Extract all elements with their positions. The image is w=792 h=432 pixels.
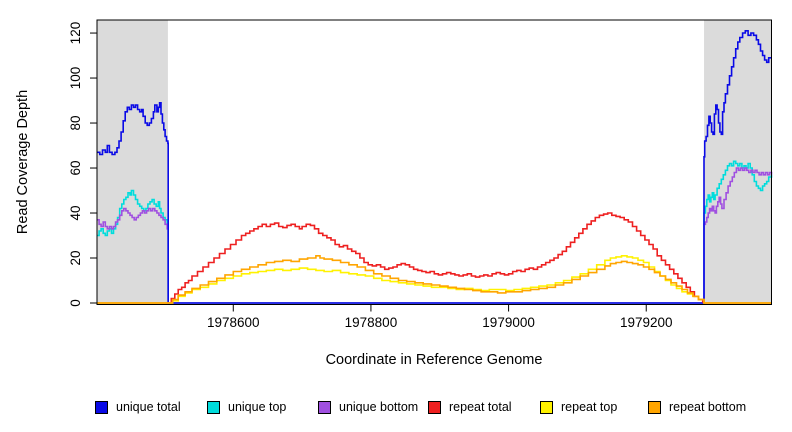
legend-item-unique-top: unique top <box>207 399 286 415</box>
legend-label: unique bottom <box>339 400 419 414</box>
series-lines-layer <box>97 30 773 304</box>
legend-item-repeat-top: repeat top <box>540 399 617 415</box>
series-line-unique-total <box>97 30 772 304</box>
axes-layer: 1978600 1978800 1979000 1979200 0 20 40 60 80 100… <box>68 22 673 330</box>
series-line-repeat-top <box>97 255 772 304</box>
y-axis-title: Read Coverage Depth <box>15 90 31 234</box>
x-tick-label: 1978600 <box>207 315 260 330</box>
legend-swatch-unique-total <box>95 400 108 414</box>
legend-label: repeat top <box>561 400 618 414</box>
legend-swatch-repeat-total <box>428 400 441 414</box>
legend-swatch-repeat-bottom <box>648 400 661 414</box>
x-tick-label: 1979200 <box>620 315 673 330</box>
x-axis-title: Coordinate in Reference Genome <box>326 352 543 368</box>
legend-swatch-repeat-top <box>540 400 553 414</box>
y-tick-label: 0 <box>68 299 83 307</box>
y-tick-label: 80 <box>68 116 83 131</box>
legend-item-repeat-total: repeat total <box>428 399 512 415</box>
legend-swatch-unique-bottom <box>318 400 331 414</box>
shaded-regions-layer <box>97 20 772 304</box>
legend-swatch-unique-top <box>207 400 220 414</box>
legend-item-unique-total: unique total <box>95 399 181 415</box>
y-tick-label: 120 <box>68 22 83 45</box>
y-tick-label: 40 <box>68 206 83 221</box>
legend-item-repeat-bottom: repeat bottom <box>648 399 746 415</box>
series-line-repeat-total <box>97 212 772 304</box>
x-tick-label: 1979000 <box>482 315 535 330</box>
legend-label: unique top <box>228 400 287 414</box>
x-tick-label: 1978800 <box>345 315 398 330</box>
legend-label: unique total <box>116 400 181 414</box>
series-line-repeat-bottom <box>97 255 772 304</box>
plot-box-border <box>96 19 772 305</box>
legend-label: repeat total <box>449 400 512 414</box>
right-flank-shaded-region <box>704 20 772 304</box>
legend-item-unique-bottom: unique bottom <box>318 399 418 415</box>
y-tick-label: 100 <box>68 67 83 90</box>
legend: unique total unique top unique bottom repea… <box>0 399 792 423</box>
legend-label: repeat bottom <box>669 400 747 414</box>
left-flank-shaded-region <box>97 20 168 304</box>
y-tick-label: 60 <box>68 161 83 176</box>
y-tick-label: 20 <box>68 250 83 265</box>
